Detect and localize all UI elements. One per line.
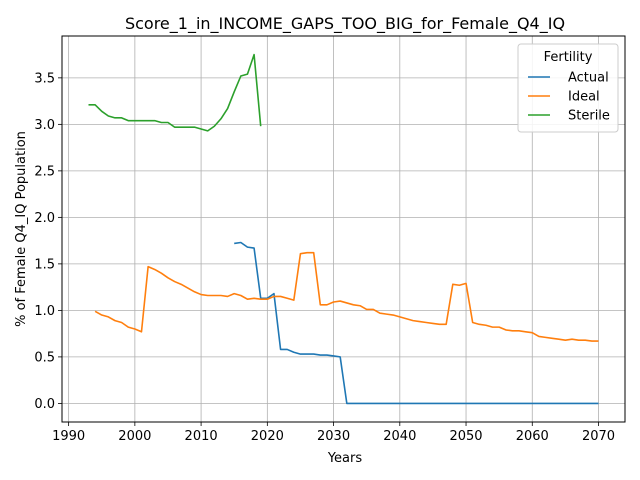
plot-area-frame	[61, 35, 626, 423]
y-tick-label: 1.5	[34, 257, 55, 272]
y-tick-label: 1.0	[34, 304, 55, 319]
x-axis-ticks: 1990 2000 2010 2020 2030 2040 2050 2060 2070	[52, 422, 615, 444]
legend-title: Fertility	[544, 50, 593, 65]
x-tick-label: 2000	[118, 429, 151, 444]
y-tick-label: 3.5	[34, 71, 55, 86]
y-tick-label: 0.5	[34, 350, 55, 365]
legend: Fertility Actual Ideal Sterile	[517, 43, 619, 133]
x-tick-label: 2040	[383, 429, 416, 444]
x-tick-label: 2010	[185, 429, 218, 444]
x-tick-label: 2020	[251, 429, 284, 444]
legend-label-ideal: Ideal	[568, 90, 600, 105]
series-lines	[88, 53, 599, 405]
legend-box	[517, 43, 619, 133]
legend-label-sterile: Sterile	[568, 109, 610, 124]
y-tick-label: 2.5	[34, 164, 55, 179]
x-tick-label: 2030	[317, 429, 350, 444]
y-axis-title: % of Female Q4_IQ Population	[14, 131, 29, 327]
legend-label-actual: Actual	[568, 71, 609, 86]
y-tick-label: 0.0	[34, 397, 55, 412]
series-line-ideal	[94, 251, 599, 342]
series-line-actual	[234, 241, 599, 405]
y-tick-label: 2.0	[34, 211, 55, 226]
x-axis-title: Years	[327, 451, 363, 466]
series-line-sterile	[88, 53, 262, 132]
x-tick-label: 2050	[449, 429, 482, 444]
x-tick-label: 2060	[516, 429, 549, 444]
legend-entries: Actual Ideal Sterile	[528, 71, 610, 124]
chart-title: Score_1_in_INCOME_GAPS_TOO_BIG_for_Femal…	[125, 14, 565, 34]
y-tick-label: 3.0	[34, 118, 55, 133]
x-tick-label: 2070	[582, 429, 615, 444]
y-axis-ticks: 0.0 0.5 1.0 1.5 2.0 2.5 3.0 3.5	[34, 71, 62, 412]
x-tick-label: 1990	[52, 429, 85, 444]
